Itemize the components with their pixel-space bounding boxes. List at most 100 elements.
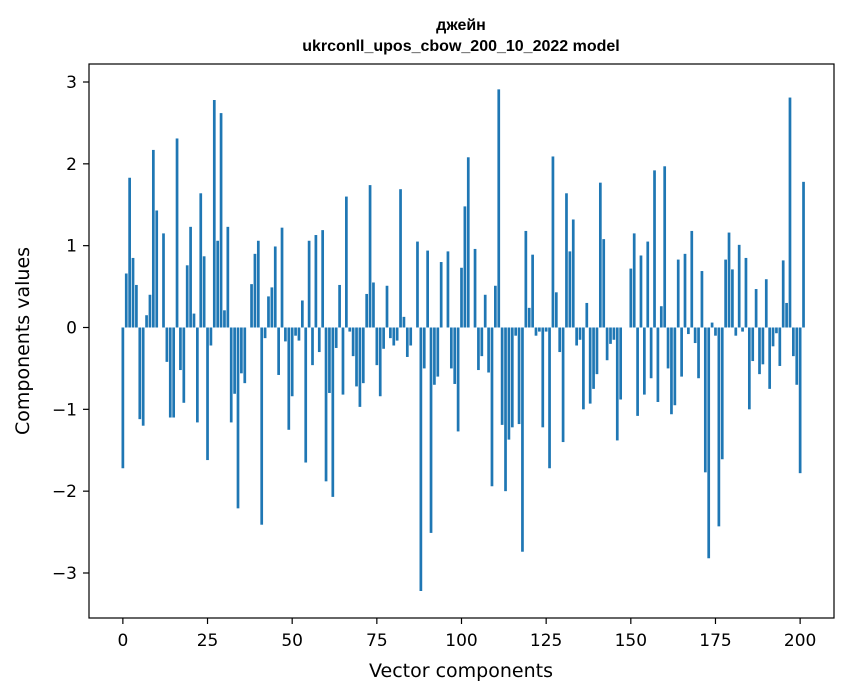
bar-174 [710, 322, 714, 328]
bar-185 [747, 327, 751, 410]
bar-200 [798, 327, 802, 474]
bar-34 [236, 327, 240, 509]
bar-107 [483, 294, 487, 328]
bar-82 [399, 189, 402, 328]
bar-157 [653, 170, 656, 328]
bar-77 [382, 327, 385, 349]
bar-125 [544, 327, 548, 332]
chart-title: джейн [436, 17, 486, 34]
bar-131 [565, 193, 568, 328]
bar-195 [781, 260, 785, 328]
x-tick-label: 75 [366, 631, 388, 651]
y-tick-label: 3 [66, 73, 77, 93]
bar-109 [490, 327, 494, 487]
bar-194 [778, 327, 782, 366]
bar-59 [321, 230, 325, 328]
bar-135 [578, 327, 582, 340]
bar-50 [290, 327, 294, 397]
x-tick-label: 200 [784, 631, 816, 651]
y-axis-label: Components values [12, 247, 34, 435]
bar-41 [260, 327, 264, 525]
bar-193 [775, 327, 778, 334]
x-tick-label: 150 [615, 631, 647, 651]
bar-81 [395, 327, 399, 341]
bar-54 [304, 327, 308, 463]
bar-106 [480, 327, 484, 357]
bar-124 [541, 327, 545, 428]
bar-40 [256, 240, 260, 328]
bar-70 [358, 327, 362, 407]
bar-190 [764, 279, 768, 328]
bar-61 [328, 327, 331, 393]
bar-75 [375, 327, 379, 366]
bar-123 [538, 327, 541, 332]
bar-89 [422, 327, 426, 369]
bar-186 [751, 327, 755, 362]
bar-21 [192, 313, 196, 328]
chart-subtitle: ukrconll_upos_cbow_200_10_2022 model [302, 38, 619, 55]
x-tick-label: 100 [445, 631, 477, 651]
bar-8 [148, 294, 152, 328]
bar-127 [551, 156, 555, 328]
bar-74 [372, 282, 375, 328]
bar-49 [287, 327, 291, 430]
bar-128 [554, 292, 558, 328]
bar-1 [124, 273, 128, 328]
bar-198 [792, 327, 795, 357]
bar-14 [168, 327, 172, 418]
bar-188 [758, 327, 761, 375]
bar-165 [680, 327, 683, 377]
bar-16 [175, 138, 179, 328]
bar-140 [595, 327, 599, 375]
bar-28 [216, 240, 220, 328]
bar-68 [351, 327, 355, 357]
bar-167 [687, 327, 690, 335]
bar-19 [185, 265, 189, 328]
bar-90 [426, 250, 429, 328]
bar-184 [744, 257, 748, 328]
bar-9 [151, 149, 155, 328]
bar-173 [707, 327, 711, 559]
bar-201 [802, 181, 805, 328]
bar-4 [135, 284, 138, 328]
bar-52 [297, 327, 301, 341]
bar-175 [714, 327, 717, 336]
bar-112 [500, 327, 504, 425]
y-tick-label: −2 [52, 482, 77, 502]
bar-5 [138, 327, 142, 420]
bar-78 [385, 285, 389, 328]
y-tick-label: 2 [66, 155, 77, 175]
bar-80 [392, 327, 396, 346]
bar-182 [737, 244, 741, 328]
x-axis: 0 25 50 75 100 125 150 175 200 [117, 618, 816, 651]
bar-152 [636, 327, 639, 416]
bar-30 [223, 310, 226, 328]
bar-183 [741, 327, 744, 332]
bar-18 [182, 327, 186, 403]
bar-108 [487, 327, 490, 373]
bar-162 [670, 327, 673, 415]
bar-187 [754, 289, 758, 328]
bar-79 [389, 327, 392, 339]
bar-32 [229, 327, 233, 423]
bar-181 [734, 327, 738, 336]
bar-57 [314, 235, 318, 328]
bar-94 [439, 262, 443, 328]
bar-146 [615, 327, 619, 441]
bar-126 [548, 327, 551, 469]
x-axis-label: Vector components [369, 660, 553, 682]
bar-38 [250, 284, 253, 328]
bar-191 [768, 327, 772, 389]
bar-44 [270, 287, 274, 328]
bar-71 [361, 327, 365, 384]
bar-151 [632, 233, 636, 328]
bar-24 [202, 256, 206, 328]
bar-156 [649, 327, 653, 379]
bar-35 [240, 327, 243, 374]
bar-60 [324, 327, 328, 482]
bar-73 [368, 185, 372, 328]
bar-7 [145, 315, 148, 328]
bar-130 [561, 327, 565, 443]
bar-10 [155, 210, 159, 328]
bar-116 [514, 327, 518, 336]
